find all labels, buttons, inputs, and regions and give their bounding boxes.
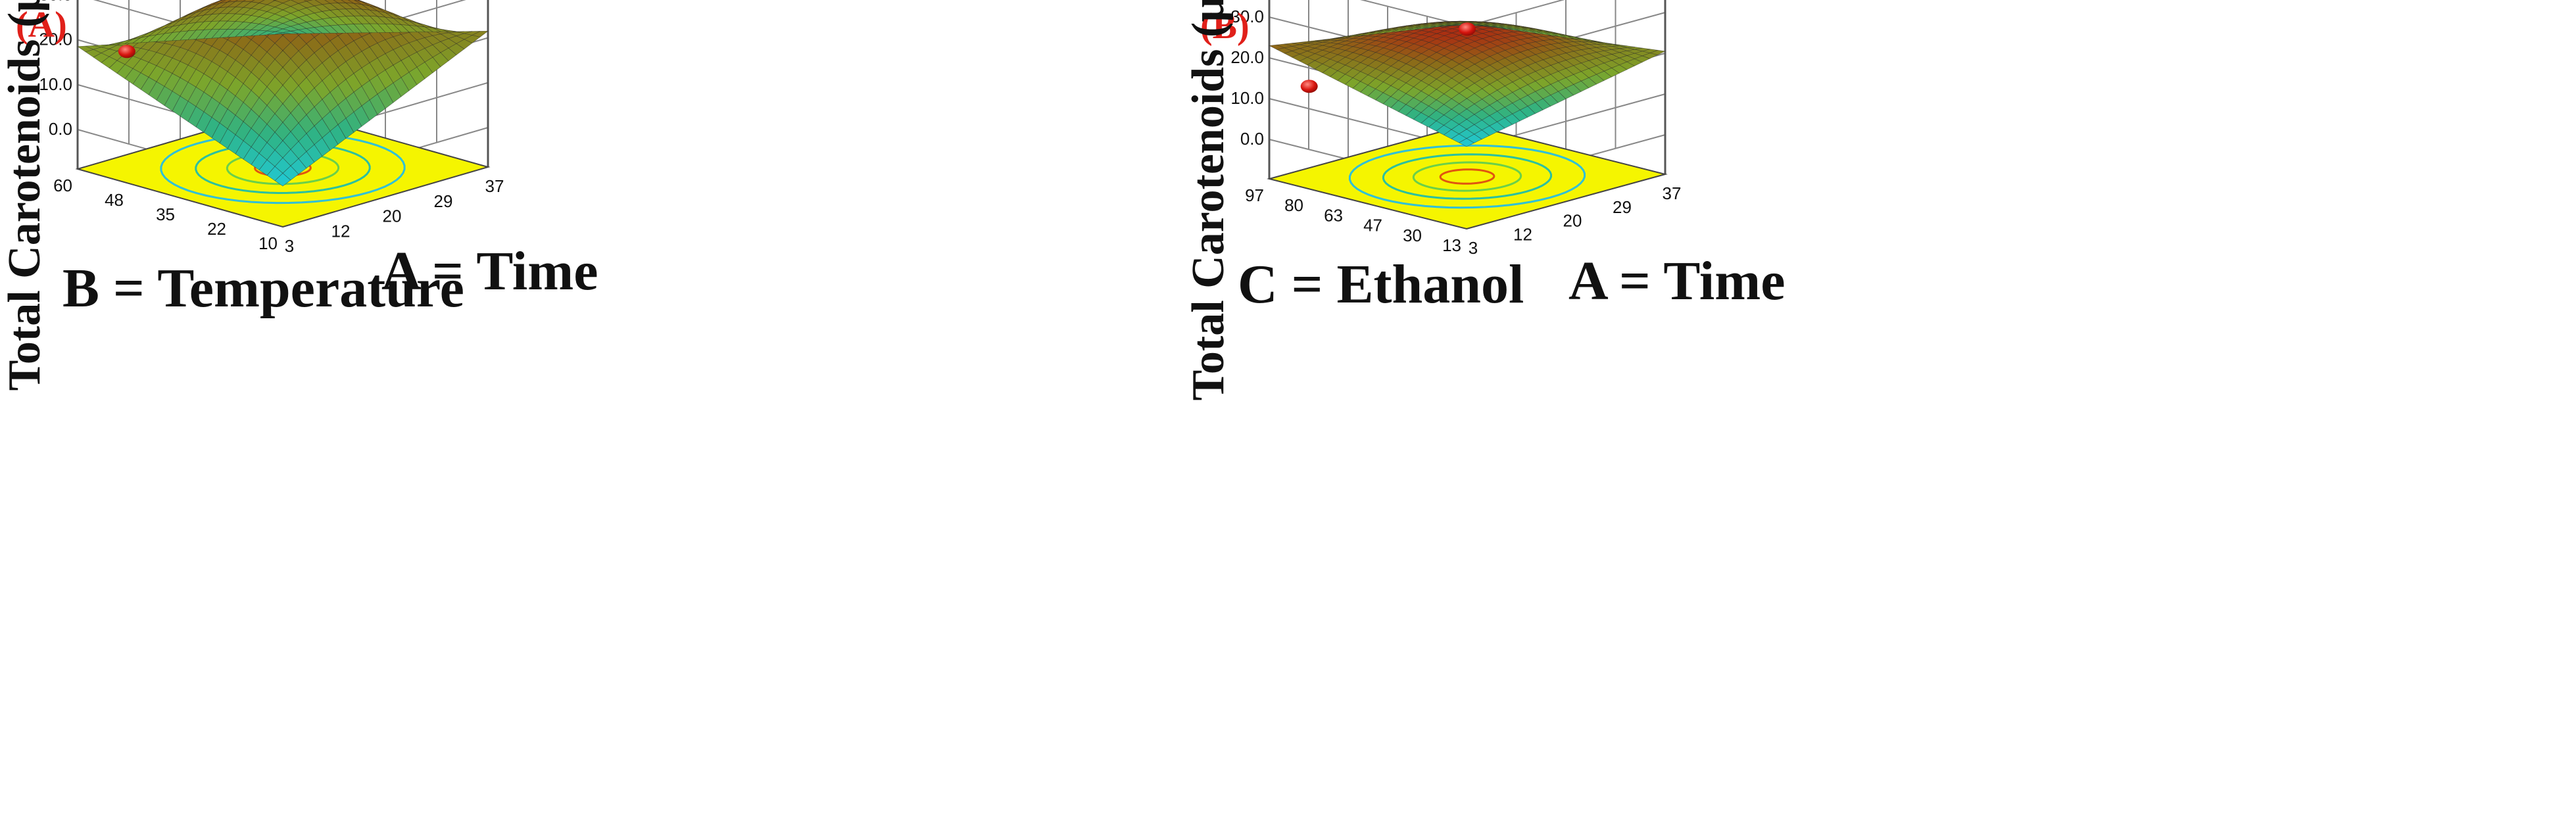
x-tick-label: 29 — [434, 191, 453, 211]
z-tick-label: 20.0 — [39, 30, 72, 49]
x-tick-label: 12 — [1513, 224, 1532, 244]
x-axis-label: A = Time — [1568, 251, 1785, 312]
y-axis-label: C = Ethanol — [1238, 254, 1524, 315]
design-point — [118, 45, 135, 59]
x-tick-label: 37 — [1663, 183, 1682, 203]
x-tick-label: 20 — [1563, 211, 1582, 231]
z-axis-label: Total Carotenoids (µg/g) — [1183, 0, 1234, 400]
z-axis-label: Total Carotenoids (µg/g) — [0, 0, 50, 391]
panel-label: (A) — [16, 5, 67, 45]
x-tick-label: 12 — [331, 221, 351, 241]
y-axis-label: B = Temperature — [62, 258, 464, 319]
z-tick-label: 0.0 — [49, 119, 72, 139]
y-tick-label: 22 — [207, 219, 226, 239]
x-tick-label: 20 — [383, 206, 402, 226]
y-tick-label: 47 — [1363, 216, 1382, 235]
y-tick-label: 97 — [1245, 185, 1264, 205]
z-tick-label: 20.0 — [1230, 47, 1264, 67]
response-surface — [77, 0, 489, 187]
box-verticals — [76, 0, 489, 169]
z-tick-label: 30.0 — [39, 0, 72, 4]
y-tick-label: 48 — [105, 190, 124, 210]
x-tick-label: 3 — [1469, 238, 1478, 258]
y-tick-label: 63 — [1324, 205, 1343, 225]
y-tick-label: 60 — [53, 176, 72, 195]
z-tick-label: 10.0 — [39, 74, 72, 94]
z-tick-label: 30.0 — [1230, 7, 1264, 26]
x-axis-label: A = Time — [381, 241, 598, 302]
response-surface — [1268, 20, 1666, 147]
design-point — [1459, 22, 1476, 36]
y-tick-label: 35 — [156, 204, 175, 224]
box-verticals — [1268, 0, 1666, 179]
y-tick-label: 30 — [1403, 226, 1422, 245]
x-tick-label: 3 — [285, 236, 294, 256]
y-tick-label: 80 — [1284, 195, 1303, 215]
x-tick-label: 29 — [1613, 197, 1632, 217]
panel-b: 0.010.020.030.040.0312202937133047638097… — [1183, 0, 1785, 400]
design-point — [1300, 80, 1318, 93]
y-tick-label: 13 — [1442, 235, 1461, 255]
y-tick-label: 10 — [258, 233, 278, 253]
z-tick-label: 10.0 — [1230, 88, 1264, 108]
z-tick-label: 0.0 — [1240, 129, 1264, 149]
panel-a: 0.010.020.030.040.03122029371022354860(A… — [0, 0, 598, 391]
x-tick-label: 37 — [485, 176, 504, 196]
panel-label: (B) — [1200, 6, 1250, 47]
